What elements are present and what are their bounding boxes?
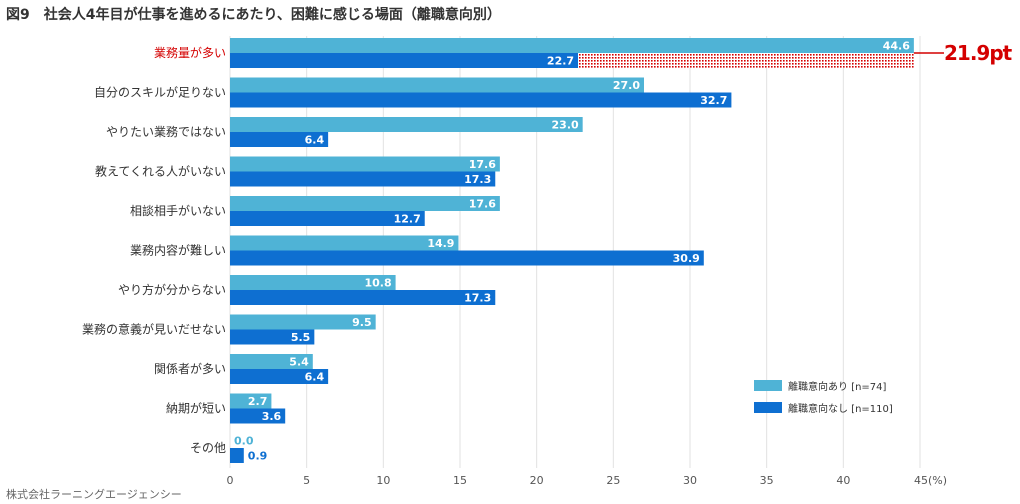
data-label: 2.7 — [248, 395, 268, 408]
gap-highlight — [578, 53, 914, 68]
data-label: 0.0 — [234, 435, 254, 448]
legend-swatch — [754, 402, 782, 413]
bar-series-a — [230, 156, 500, 172]
chart-title: 図9 社会人4年目が仕事を進めるにあたり、困難に感じる場面（離職意向別） — [6, 7, 501, 23]
data-label: 17.3 — [464, 173, 491, 186]
x-tick-label: 0 — [227, 474, 234, 486]
bar-chart: 0 5 10 15 20 25 30 35 40 45(%) 業務量が多い 44.6 22.7 21.9p… — [82, 36, 1014, 487]
x-tick-label: 40 — [836, 474, 850, 486]
gap-annotation: 21.9pt — [944, 41, 1013, 65]
category-label: 業務内容が難しい — [130, 243, 226, 258]
bars — [230, 38, 944, 463]
bar-series-b — [230, 290, 496, 305]
category-label: 自分のスキルが足りない — [94, 85, 226, 100]
category-label: やり方が分からない — [118, 282, 226, 297]
data-label: 14.9 — [427, 237, 454, 250]
data-label: 17.6 — [469, 198, 496, 211]
data-label: 6.4 — [305, 134, 325, 147]
data-label: 10.8 — [364, 277, 391, 290]
data-label: 9.5 — [352, 316, 372, 329]
bar-series-b — [230, 92, 732, 108]
category-label: 業務の意義が見いだせない — [82, 322, 226, 337]
bar-series-b — [230, 211, 425, 226]
category-label: 相談相手がいない — [130, 203, 226, 218]
category-label: 業務量が多い — [154, 45, 226, 60]
bar-series-b — [230, 448, 244, 463]
bar-series-b — [230, 250, 704, 266]
data-label: 0.9 — [248, 450, 267, 463]
data-label: 6.4 — [305, 371, 325, 384]
bar-series-b — [230, 132, 329, 147]
x-tick-label: 5 — [303, 474, 310, 486]
x-tick-label: 25 — [606, 474, 620, 486]
x-tick-label: 10 — [376, 474, 390, 486]
data-label: 17.3 — [464, 292, 491, 305]
legend: 離職意向あり [n=74] 離職意向なし [n=110] — [754, 380, 893, 415]
data-label: 32.7 — [700, 94, 727, 107]
x-tick-label: 45(%) — [914, 474, 947, 486]
legend-label: 離職意向あり [n=74] — [788, 380, 887, 393]
bar-series-b — [230, 171, 496, 187]
x-tick-label: 35 — [760, 474, 774, 486]
data-label: 30.9 — [673, 252, 700, 265]
category-label: その他 — [190, 441, 226, 455]
data-label: 22.7 — [547, 55, 574, 68]
bar-series-a — [230, 77, 644, 93]
category-label: 関係者が多い — [154, 361, 226, 376]
data-label: 17.6 — [469, 158, 496, 171]
data-label: 3.6 — [262, 410, 282, 423]
category-label: 納期が短い — [166, 401, 226, 416]
bar-series-a — [230, 393, 272, 409]
x-tick-label: 15 — [453, 474, 467, 486]
x-tick-label: 20 — [530, 474, 544, 486]
bar-series-a — [230, 235, 459, 251]
bar-series-a — [230, 38, 914, 53]
bar-series-b — [230, 53, 579, 68]
bar-series-a — [230, 314, 376, 330]
x-tick-label: 30 — [683, 474, 697, 486]
data-label: 27.0 — [613, 79, 640, 92]
bar-series-a — [230, 354, 313, 369]
bar-series-a — [230, 275, 396, 290]
bar-series-b — [230, 408, 286, 424]
data-label: 12.7 — [394, 213, 421, 226]
legend-swatch — [754, 380, 782, 391]
labels: 0 5 10 15 20 25 30 35 40 45(%) 業務量が多い 44.6 22.7 21.9p… — [82, 40, 1014, 487]
data-label: 5.5 — [291, 331, 311, 344]
bar-series-b — [230, 369, 329, 384]
category-label: やりたい業務ではない — [106, 125, 226, 139]
category-label: 教えてくれる人がいない — [95, 164, 226, 179]
bar-series-b — [230, 329, 315, 345]
data-label: 5.4 — [289, 356, 309, 369]
bar-series-a — [230, 117, 583, 132]
bar-series-a — [230, 196, 500, 211]
legend-label: 離職意向なし [n=110] — [788, 402, 893, 415]
source-note: 株式会社ラーニングエージェンシー — [6, 488, 182, 501]
data-label: 44.6 — [883, 40, 910, 53]
data-label: 23.0 — [552, 119, 579, 132]
